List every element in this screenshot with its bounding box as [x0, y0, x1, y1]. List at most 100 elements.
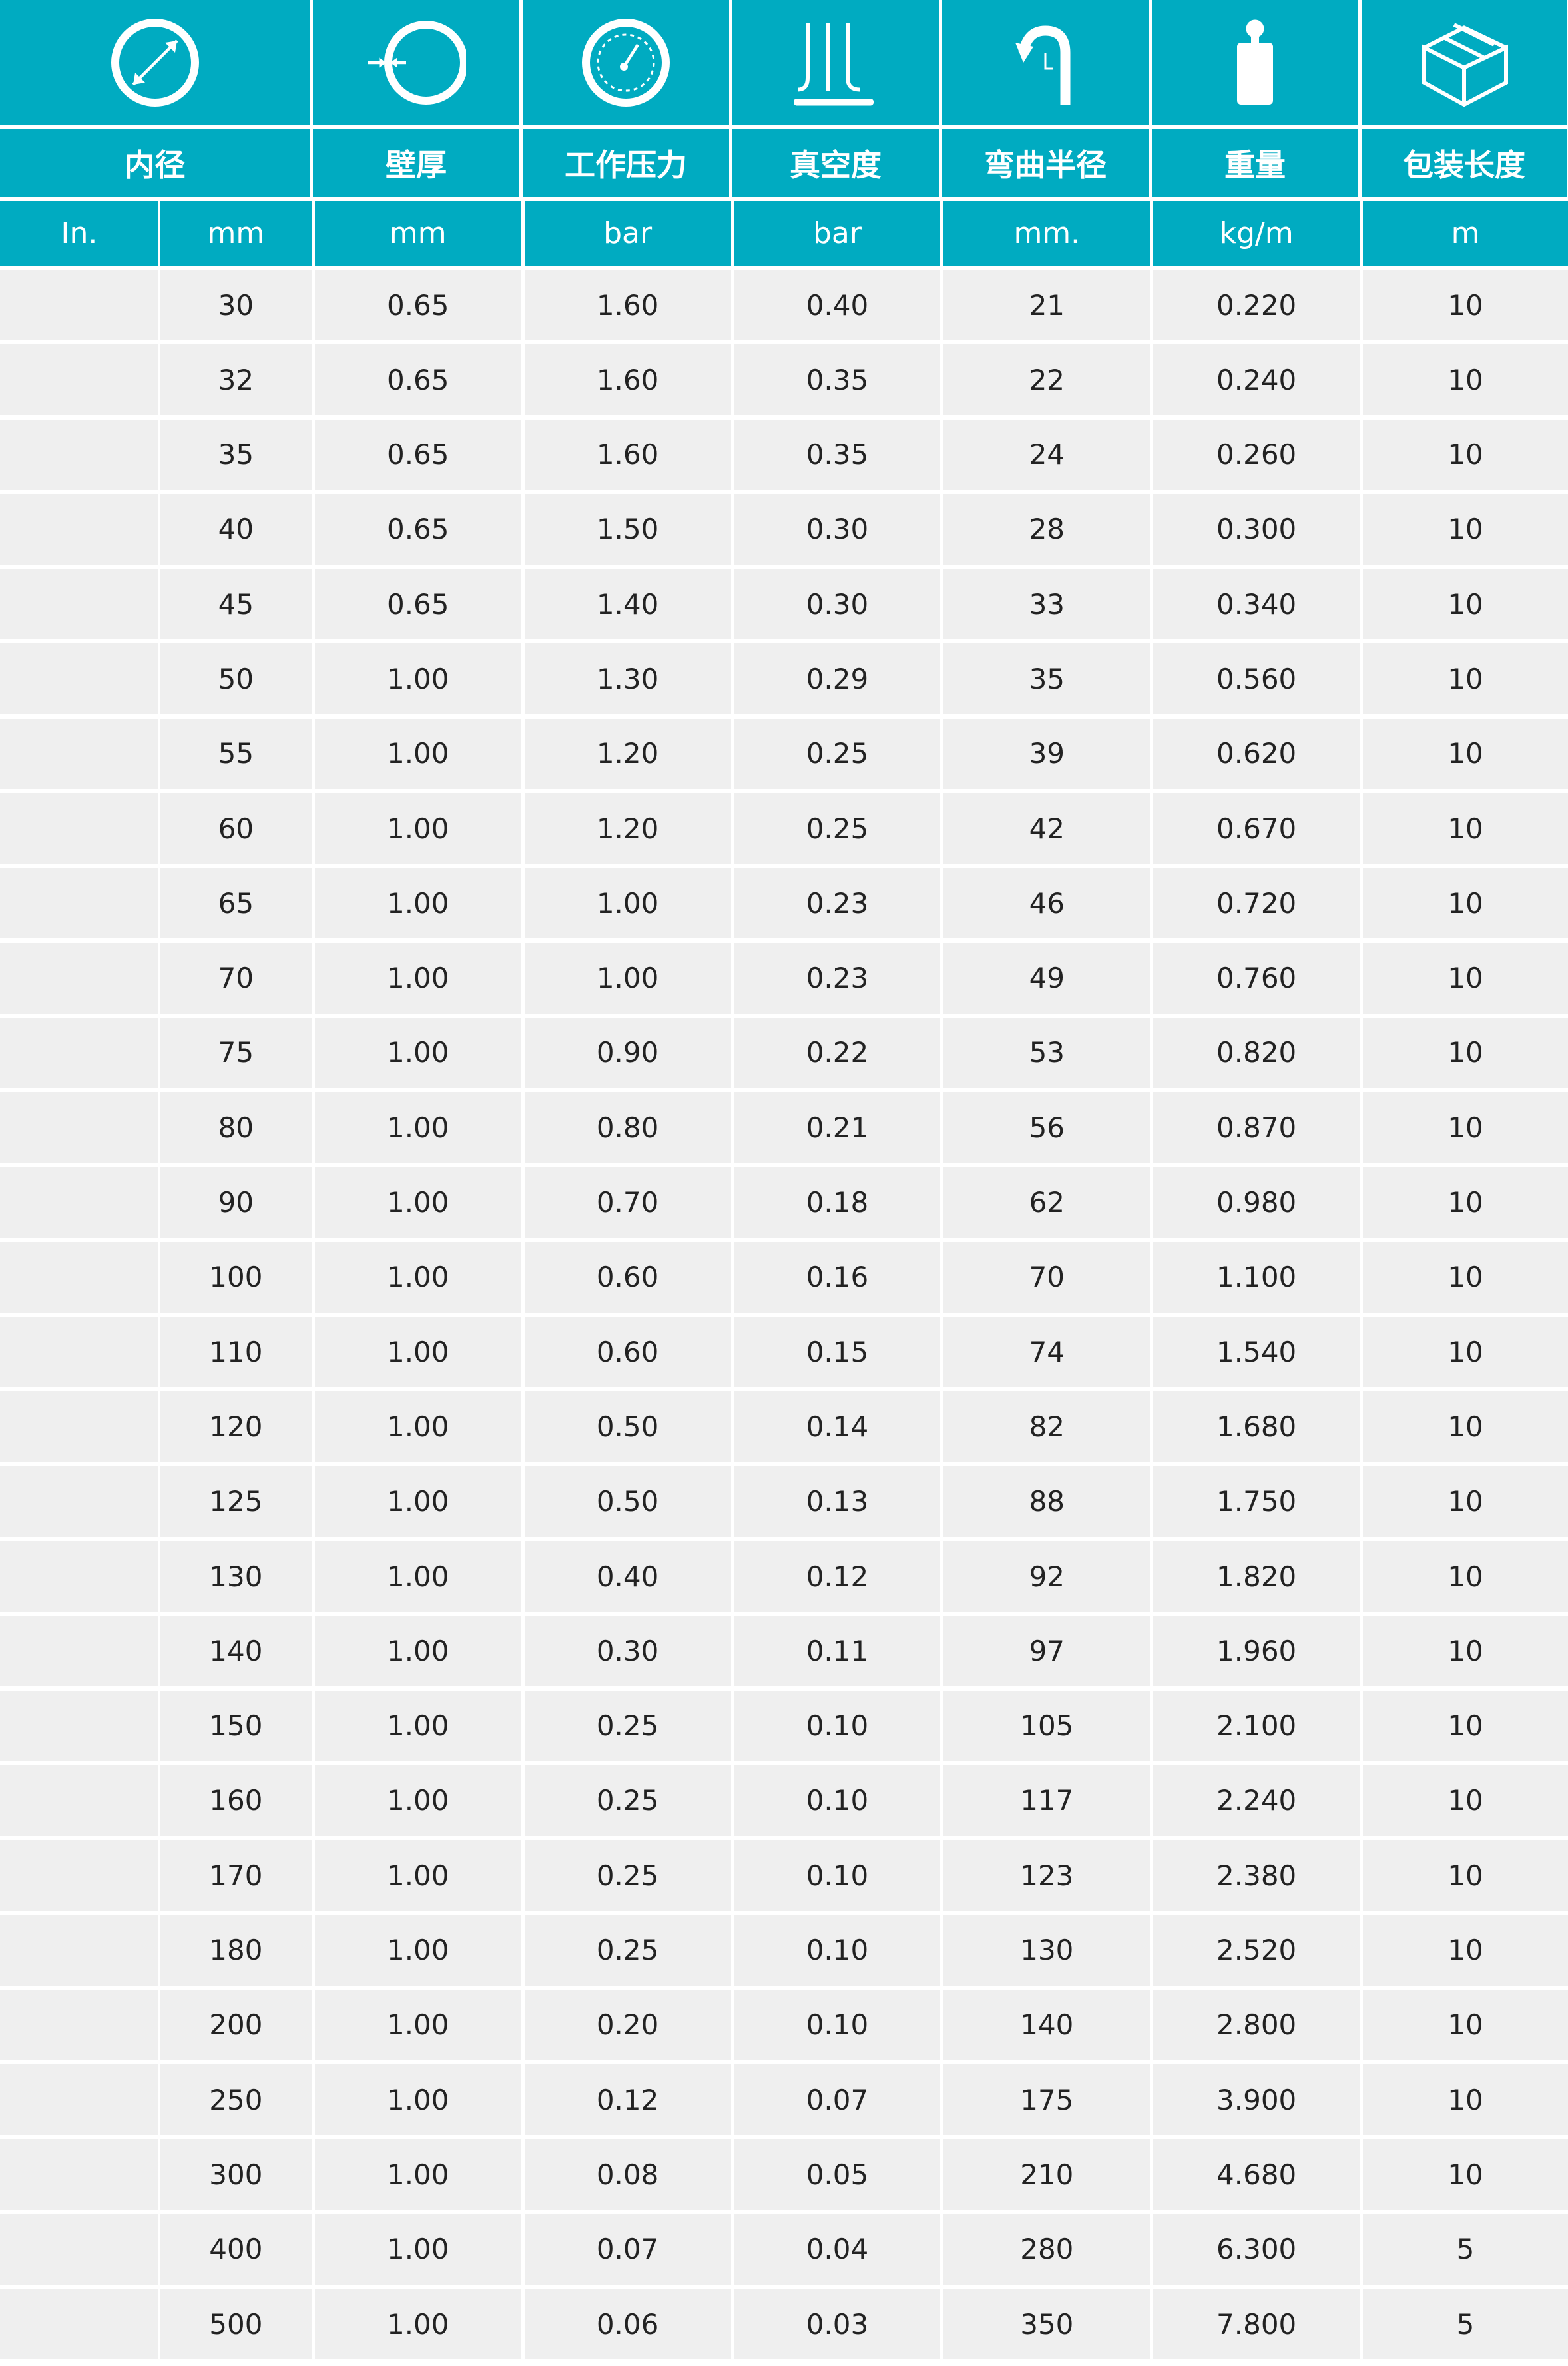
table-row: 110 1.00 0.60 0.15 74 1.540 10	[0, 1317, 1568, 1388]
table-cell: 1.00	[314, 2289, 521, 2360]
table-cell	[0, 1690, 158, 1761]
table-cell: 250	[160, 2064, 312, 2136]
table-cell: 0.07	[734, 2064, 941, 2136]
table-row: 75 1.00 0.90 0.22 53 0.820 10	[0, 1017, 1568, 1088]
table-cell: 10	[1363, 942, 1568, 1014]
table-cell: 30	[160, 270, 312, 340]
table-cell: 0.60	[524, 1241, 731, 1313]
table-cell: 0.50	[524, 1391, 731, 1462]
table-cell: 0.13	[734, 1466, 941, 1537]
table-cell: 56	[943, 1092, 1151, 1163]
table-row: 180 1.00 0.25 0.10 130 2.520 10	[0, 1915, 1568, 1986]
table-cell: 32	[160, 344, 312, 416]
table-cell: 0.620	[1153, 718, 1360, 789]
table-cell: 100	[160, 1241, 312, 1313]
table-cell: 10	[1363, 1840, 1568, 1911]
table-cell: 0.65	[314, 569, 521, 640]
table-cell: 160	[160, 1765, 312, 1836]
table-cell: 0.23	[734, 942, 941, 1014]
table-cell: 1.20	[524, 793, 731, 864]
table-cell: 40	[160, 493, 312, 565]
table-cell: 90	[160, 1167, 312, 1238]
table-cell: 0.10	[734, 1915, 941, 1986]
icon-cell	[1152, 0, 1358, 125]
icon-cell	[942, 0, 1149, 125]
table-cell: 80	[160, 1092, 312, 1163]
table-cell: 0.220	[1153, 270, 1360, 340]
table-cell: 0.240	[1153, 344, 1360, 416]
table-row: 30 0.65 1.60 0.40 21 0.220 10	[0, 270, 1568, 340]
table-cell: 210	[943, 2139, 1151, 2210]
table-cell: 1.540	[1153, 1317, 1360, 1388]
table-row: 60 1.00 1.20 0.25 42 0.670 10	[0, 793, 1568, 864]
table-cell: 1.00	[314, 1840, 521, 1911]
table-cell	[0, 419, 158, 490]
table-cell: 1.20	[524, 718, 731, 789]
table-cell: 1.40	[524, 569, 731, 640]
table-row: 90 1.00 0.70 0.18 62 0.980 10	[0, 1167, 1568, 1238]
table-cell: 7.800	[1153, 2289, 1360, 2360]
table-cell: 110	[160, 1317, 312, 1388]
table-cell	[0, 344, 158, 416]
table-row: 80 1.00 0.80 0.21 56 0.870 10	[0, 1092, 1568, 1163]
table-cell: 10	[1363, 1690, 1568, 1761]
icon-cell	[1362, 0, 1567, 125]
unit-row: In. mm mm bar bar mm. kg/m m	[0, 201, 1568, 266]
table-cell: 0.70	[524, 1167, 731, 1238]
table-cell	[0, 1092, 158, 1163]
table-row: 70 1.00 1.00 0.23 49 0.760 10	[0, 942, 1568, 1014]
table-cell: 50	[160, 643, 312, 715]
table-cell: 10	[1363, 2064, 1568, 2136]
table-cell: 1.60	[524, 419, 731, 490]
table-cell: 1.00	[314, 1989, 521, 2060]
table-cell: 0.10	[734, 1765, 941, 1836]
unit-label: mm	[314, 201, 521, 266]
table-cell: 0.10	[734, 1690, 941, 1761]
table-cell: 1.00	[314, 868, 521, 939]
table-cell: 0.80	[524, 1092, 731, 1163]
table-cell: 2.380	[1153, 1840, 1360, 1911]
table-cell: 0.30	[524, 1616, 731, 1687]
table-cell: 1.60	[524, 344, 731, 416]
table-cell: 1.50	[524, 493, 731, 565]
table-cell: 0.14	[734, 1391, 941, 1462]
table-row: 35 0.65 1.60 0.35 24 0.260 10	[0, 419, 1568, 490]
table-cell: 0.35	[734, 344, 941, 416]
table-cell: 180	[160, 1915, 312, 1986]
table-cell: 62	[943, 1167, 1151, 1238]
table-cell	[0, 1167, 158, 1238]
table-cell: 10	[1363, 1541, 1568, 1612]
table-cell: 4.680	[1153, 2139, 1360, 2210]
table-cell: 1.820	[1153, 1541, 1360, 1612]
table-cell: 2.520	[1153, 1915, 1360, 1986]
table-cell	[0, 1765, 158, 1836]
wall-thickness-icon	[368, 21, 466, 105]
table-cell: 35	[943, 643, 1151, 715]
table-cell: 49	[943, 942, 1151, 1014]
table-cell: 10	[1363, 718, 1568, 789]
table-cell: 82	[943, 1391, 1151, 1462]
table-cell: 0.40	[734, 270, 941, 340]
table-cell: 0.15	[734, 1317, 941, 1388]
table-cell: 1.00	[314, 643, 521, 715]
table-cell: 1.00	[314, 718, 521, 789]
table-row: 50 1.00 1.30 0.29 35 0.560 10	[0, 643, 1568, 715]
table-cell: 0.50	[524, 1466, 731, 1537]
column-header: 包装长度	[1362, 129, 1567, 197]
table-cell: 0.35	[734, 419, 941, 490]
table-cell	[0, 643, 158, 715]
unit-label: bar	[524, 201, 731, 266]
table-cell: 0.560	[1153, 643, 1360, 715]
table-cell: 10	[1363, 2139, 1568, 2210]
table-cell: 70	[943, 1241, 1151, 1313]
table-cell: 120	[160, 1391, 312, 1462]
column-header: 真空度	[732, 129, 939, 197]
table-cell: 10	[1363, 1915, 1568, 1986]
table-row: 170 1.00 0.25 0.10 123 2.380 10	[0, 1840, 1568, 1911]
table-cell: 0.22	[734, 1017, 941, 1088]
table-cell: 1.30	[524, 643, 731, 715]
table-cell: 1.00	[524, 942, 731, 1014]
table-cell: 1.00	[314, 1541, 521, 1612]
table-cell	[0, 718, 158, 789]
table-cell	[0, 569, 158, 640]
